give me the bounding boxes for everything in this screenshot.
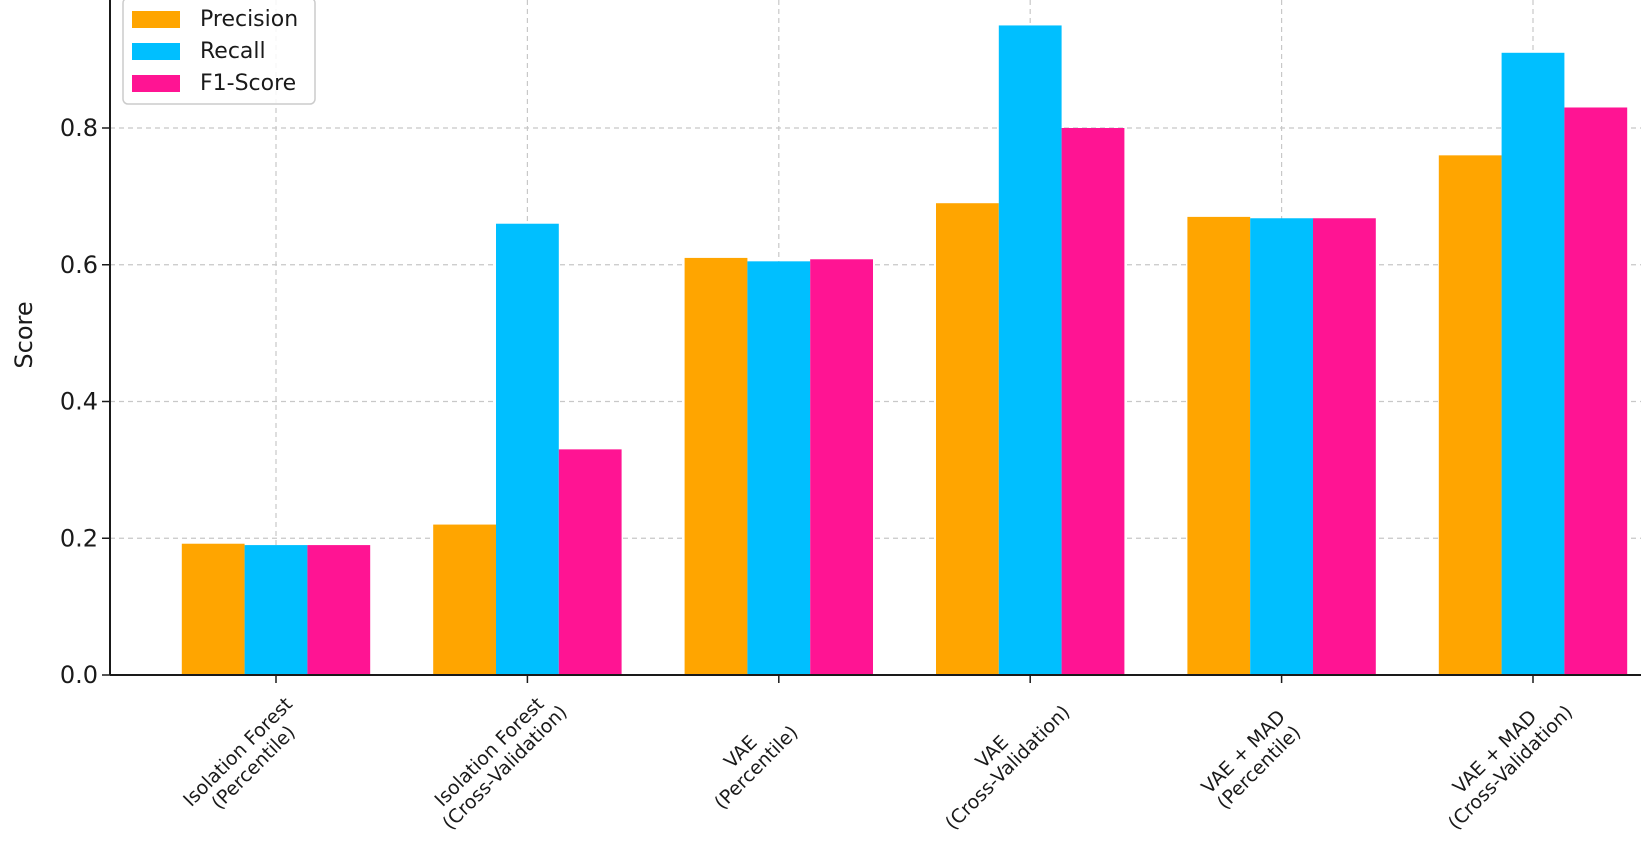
bar-recall bbox=[747, 261, 811, 675]
x-tick-label: VAE(Percentile) bbox=[710, 722, 802, 814]
bar-precision bbox=[1438, 155, 1502, 676]
bar-recall bbox=[496, 223, 559, 675]
bar-f1-score bbox=[1313, 218, 1376, 675]
bar-f1-score bbox=[307, 545, 371, 675]
bar-f1-score bbox=[810, 259, 873, 675]
axes-layer bbox=[109, 0, 1641, 676]
x-tick-label: Isolation Forest(Cross-Validation) bbox=[430, 693, 571, 834]
bar-precision bbox=[684, 257, 748, 675]
bar-recall bbox=[1250, 218, 1313, 675]
y-axis-title: Score bbox=[10, 301, 38, 368]
legend-label: F1-Score bbox=[200, 71, 296, 96]
bar-precision bbox=[181, 543, 245, 675]
y-tick-label: 0.2 bbox=[60, 524, 98, 552]
bar-precision bbox=[1187, 216, 1251, 675]
bar-f1-score bbox=[1564, 107, 1628, 676]
bar-precision bbox=[433, 524, 496, 675]
y-tick-label: 0.0 bbox=[60, 661, 98, 689]
x-tick-label: VAE + MAD(Cross-Validation) bbox=[1444, 701, 1577, 834]
bar-recall bbox=[1501, 52, 1565, 676]
x-tick-label-line: (Cross-Validation) bbox=[941, 701, 1074, 834]
legend-swatch bbox=[132, 75, 180, 92]
y-tick-label: 0.6 bbox=[60, 251, 98, 279]
bar-precision bbox=[936, 203, 999, 675]
bars-layer bbox=[181, 25, 1628, 676]
legend-swatch bbox=[132, 43, 180, 60]
x-tick-label-line: (Percentile) bbox=[710, 722, 802, 814]
legend-swatch bbox=[132, 11, 180, 28]
x-tick-label: VAE + MAD(Percentile) bbox=[1197, 706, 1305, 814]
x-tick-label: VAE(Cross-Validation) bbox=[941, 701, 1074, 834]
y-tick-label: 0.4 bbox=[60, 388, 98, 416]
bar-recall bbox=[998, 25, 1062, 675]
y-tick-label: 0.8 bbox=[60, 114, 98, 142]
bar-f1-score bbox=[558, 449, 622, 675]
legend-label: Precision bbox=[200, 7, 298, 32]
legend: Precision Recall F1-Score bbox=[122, 0, 316, 105]
legend-label: Recall bbox=[200, 39, 266, 64]
bar-f1-score bbox=[1061, 128, 1125, 675]
bar-recall bbox=[244, 545, 308, 675]
x-tick-label: Isolation Forest(Percentile) bbox=[179, 693, 300, 814]
